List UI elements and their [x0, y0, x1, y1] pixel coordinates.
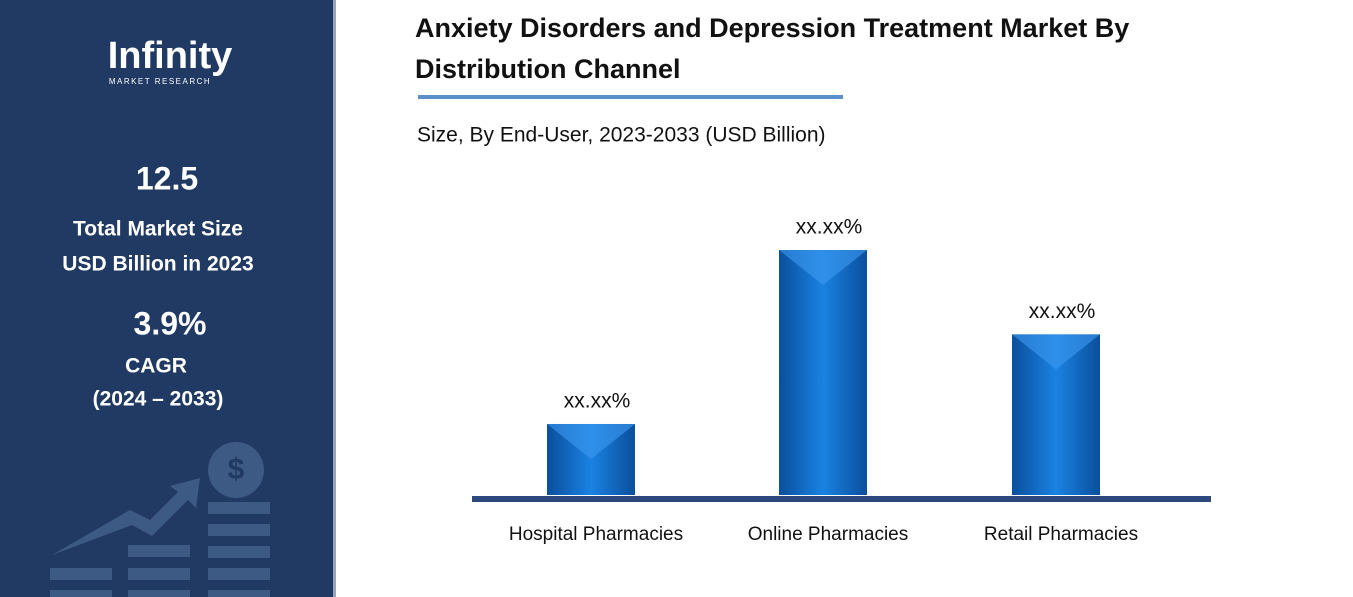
bar: [779, 250, 867, 495]
market-size-label: USD Billion in 2023: [62, 253, 253, 276]
cagr: 3.9%: [134, 305, 207, 341]
chart-title: Anxiety Disorders and Depression Treatme…: [415, 13, 1129, 43]
brand-tagline: MARKET RESEARCH: [109, 77, 211, 86]
market-size: 12.5: [136, 160, 198, 196]
cagr-label: (2024 – 2033): [93, 388, 224, 411]
chart-subtitle: Size, By End-User, 2023-2033 (USD Billio…: [417, 124, 826, 147]
brand-name: Infinity: [108, 35, 233, 77]
value-label: xx.xx%: [564, 390, 631, 413]
value-label: xx.xx%: [1029, 300, 1096, 323]
cagr-label: CAGR: [125, 355, 187, 378]
market-size-label: Total Market Size: [73, 218, 243, 241]
x-tick-label: Hospital Pharmacies: [509, 524, 683, 545]
baseline: [472, 496, 1211, 502]
bar-bevel: [1012, 334, 1100, 370]
bar-bevel: [779, 250, 867, 285]
bar-bevel: [547, 423, 635, 459]
x-tick-label: Retail Pharmacies: [984, 524, 1138, 545]
value-label: xx.xx%: [796, 216, 863, 239]
x-tick-label: Online Pharmacies: [748, 524, 909, 545]
sidebar-edge: [333, 0, 336, 597]
title-underline: [418, 95, 843, 99]
decor-icon: [50, 442, 270, 597]
dollar-icon: $: [228, 453, 245, 486]
sidebar: [0, 0, 335, 597]
chart-title: Distribution Channel: [415, 54, 681, 84]
